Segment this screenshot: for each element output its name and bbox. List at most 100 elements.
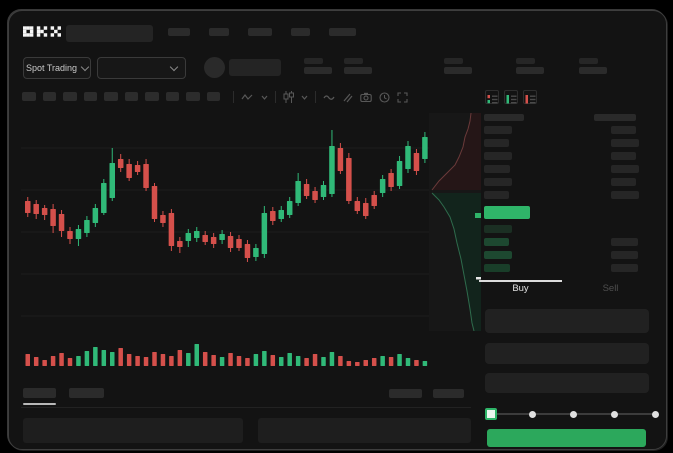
stat-label-placeholder [579, 58, 598, 64]
ask-row-price-placeholder[interactable] [484, 126, 512, 134]
ask-row-amount-placeholder[interactable] [611, 191, 639, 199]
draw-tool-icon[interactable] [342, 92, 353, 103]
stat-value-placeholder [304, 67, 332, 74]
ask-row-amount-placeholder[interactable] [611, 126, 636, 134]
price-input[interactable] [485, 309, 649, 333]
nav-item-placeholder[interactable] [291, 28, 310, 36]
slider-step-dot[interactable] [651, 410, 659, 418]
bottom-tab-placeholder[interactable] [23, 388, 56, 398]
active-tab-indicator [479, 280, 562, 282]
tab-buy-label: Buy [512, 283, 529, 294]
stat-value-placeholder [579, 67, 607, 74]
timeframe-button-placeholder[interactable] [165, 92, 179, 101]
last-price-bar[interactable] [484, 206, 530, 219]
timeframe-button-placeholder[interactable] [83, 92, 97, 101]
coin-avatar [204, 57, 225, 78]
timeframe-button-placeholder[interactable] [145, 92, 159, 101]
camera-icon[interactable] [360, 92, 372, 102]
total-input[interactable] [485, 373, 649, 393]
amount-input[interactable] [485, 343, 649, 364]
indicator-wave-icon[interactable] [323, 93, 335, 101]
chevron-down-icon[interactable] [301, 95, 308, 100]
bid-row-amount-placeholder[interactable] [611, 251, 638, 259]
orderbook-amount-header [594, 114, 636, 121]
pair-name-placeholder [229, 59, 281, 76]
orders-panel-placeholder [23, 418, 243, 443]
market-mode-button[interactable]: Spot Trading [23, 57, 91, 79]
ask-row-amount-placeholder[interactable] [611, 152, 636, 160]
orderbook-combined-icon[interactable] [485, 90, 499, 104]
orderbook-view-toggles [485, 90, 537, 104]
slider-step-dot[interactable] [528, 410, 536, 418]
market-mode-label: Spot Trading [25, 63, 78, 73]
timeframe-button-placeholder[interactable] [63, 92, 77, 101]
history-panel-placeholder [258, 418, 471, 443]
clock-icon[interactable] [379, 91, 390, 103]
buy-submit-button[interactable] [487, 429, 646, 447]
divider [21, 407, 471, 408]
stat-value-placeholder [444, 67, 472, 74]
ask-row-price-placeholder[interactable] [484, 165, 510, 173]
fullscreen-icon[interactable] [397, 91, 408, 103]
bid-row-price-placeholder[interactable] [484, 251, 512, 259]
stat-label-placeholder [304, 58, 323, 64]
divider [233, 91, 234, 103]
ask-row-amount-placeholder[interactable] [611, 139, 639, 147]
pair-select[interactable] [97, 57, 186, 79]
bid-row-price-placeholder[interactable] [484, 238, 509, 246]
okx-logo[interactable] [23, 26, 61, 37]
ask-row-price-placeholder[interactable] [484, 191, 509, 199]
line-type-icon[interactable] [241, 92, 254, 102]
bottom-action-placeholder[interactable] [433, 389, 464, 398]
chevron-down-icon [80, 62, 90, 71]
tab-sell-label: Sell [602, 283, 619, 294]
orderbook-asks-icon[interactable] [523, 90, 537, 104]
ask-row-amount-placeholder[interactable] [611, 165, 639, 173]
timeframe-button-placeholder[interactable] [124, 92, 138, 101]
timeframe-button-placeholder[interactable] [206, 92, 220, 101]
app-window: Spot Trading [8, 10, 667, 450]
divider [275, 91, 276, 103]
candlestick-chart[interactable] [21, 113, 431, 331]
timeframe-button-placeholder[interactable] [186, 92, 200, 101]
candle-type-icon[interactable] [283, 91, 294, 103]
bid-row-amount-placeholder[interactable] [611, 238, 638, 246]
nav-placeholders [168, 28, 356, 36]
stat-label-placeholder [516, 58, 535, 64]
ask-row-price-placeholder[interactable] [484, 152, 512, 160]
slider-step-dot[interactable] [610, 410, 618, 418]
bottom-tab-placeholder[interactable] [69, 388, 104, 398]
volume-chart [25, 344, 428, 366]
nav-item-placeholder[interactable] [168, 28, 190, 36]
nav-item-placeholder[interactable] [248, 28, 272, 36]
bottom-action-placeholder[interactable] [389, 389, 422, 398]
chevron-down-icon[interactable] [261, 95, 268, 100]
timeframe-button-placeholder[interactable] [22, 92, 36, 101]
depth-chart[interactable] [429, 113, 481, 331]
chevron-down-icon [169, 62, 179, 71]
orderbook-bids-icon[interactable] [504, 90, 518, 104]
timeframe-button-placeholder[interactable] [42, 92, 56, 101]
bid-row-price-placeholder[interactable] [484, 225, 512, 233]
stat-label-placeholder [444, 58, 463, 64]
nav-item-placeholder[interactable] [329, 28, 356, 36]
stat-value-placeholder [344, 67, 372, 74]
stat-label-placeholder [344, 58, 363, 64]
stat-value-placeholder [516, 67, 544, 74]
ask-row-price-placeholder[interactable] [484, 178, 512, 186]
bottom-active-tab-underline [23, 403, 56, 405]
tab-buy[interactable]: Buy [479, 283, 562, 294]
bid-row-amount-placeholder[interactable] [611, 264, 638, 272]
ask-row-amount-placeholder[interactable] [611, 178, 636, 186]
slider-step-dot[interactable] [569, 410, 577, 418]
timeframe-buttons [22, 92, 220, 101]
bid-row-price-placeholder[interactable] [484, 264, 510, 272]
nav-item-placeholder[interactable] [209, 28, 229, 36]
ask-row-price-placeholder[interactable] [484, 139, 509, 147]
slider-handle[interactable] [485, 408, 497, 420]
timeframe-button-placeholder[interactable] [104, 92, 118, 101]
divider [315, 91, 316, 103]
tab-sell[interactable]: Sell [569, 283, 652, 294]
search-input[interactable] [66, 25, 153, 42]
